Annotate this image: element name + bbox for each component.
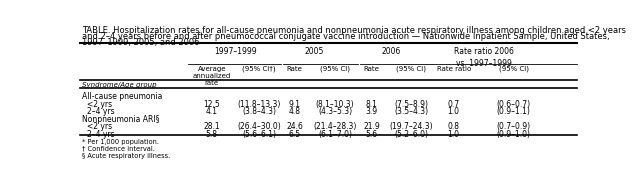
Text: (3.8–4.3): (3.8–4.3)	[242, 107, 276, 116]
Text: <2 yrs: <2 yrs	[87, 100, 112, 109]
Text: (7.5–8.9): (7.5–8.9)	[394, 100, 428, 109]
Text: (95% CI): (95% CI)	[499, 66, 529, 72]
Text: 24.6: 24.6	[287, 122, 303, 131]
Text: (8.1–10.3): (8.1–10.3)	[315, 100, 354, 109]
Text: 1997–1999: 1997–1999	[214, 47, 256, 56]
Text: (4.3–5.3): (4.3–5.3)	[318, 107, 352, 116]
Text: Rate: Rate	[364, 66, 379, 72]
Text: (11.8–13.3): (11.8–13.3)	[237, 100, 281, 109]
Text: 5.6: 5.6	[365, 130, 378, 139]
Text: † Confidence interval.: † Confidence interval.	[82, 146, 155, 152]
Text: 12.5: 12.5	[203, 100, 220, 109]
Text: (95% CI): (95% CI)	[320, 66, 350, 72]
Text: * Per 1,000 population.: * Per 1,000 population.	[82, 139, 159, 145]
Text: Average
annualized
rate: Average annualized rate	[193, 66, 231, 86]
Text: Rate ratio: Rate ratio	[437, 66, 471, 72]
Text: (95% CI): (95% CI)	[397, 66, 426, 72]
Text: Rate: Rate	[287, 66, 303, 72]
Text: (21.4–28.3): (21.4–28.3)	[313, 122, 356, 131]
Text: (26.4–30.0): (26.4–30.0)	[237, 122, 281, 131]
Text: 6.5: 6.5	[288, 130, 301, 139]
Text: Syndrome/Age group: Syndrome/Age group	[82, 82, 157, 88]
Text: TABLE. Hospitalization rates for all-cause pneumonia and nonpneumonia acute resp: TABLE. Hospitalization rates for all-cau…	[82, 26, 626, 35]
Text: (5.2–6.0): (5.2–6.0)	[394, 130, 428, 139]
Text: 4.8: 4.8	[288, 107, 301, 116]
Text: 8.1: 8.1	[366, 100, 378, 109]
Text: 4.1: 4.1	[206, 107, 218, 116]
Text: 3.9: 3.9	[365, 107, 378, 116]
Text: 5.8: 5.8	[206, 130, 218, 139]
Text: 0.7: 0.7	[447, 100, 460, 109]
Text: 2006: 2006	[382, 47, 401, 56]
Text: 21.9: 21.9	[363, 122, 380, 131]
Text: (95% CI†): (95% CI†)	[242, 66, 276, 72]
Text: 2005: 2005	[305, 47, 324, 56]
Text: (3.5–4.3): (3.5–4.3)	[394, 107, 429, 116]
Text: 1997–1999, 2005, and 2006: 1997–1999, 2005, and 2006	[82, 38, 199, 47]
Text: (5.6–6.1): (5.6–6.1)	[242, 130, 276, 139]
Text: and 2–4 years before and after pneumococcal conjugate vaccine introduction — Nat: and 2–4 years before and after pneumococ…	[82, 32, 610, 41]
Text: Rate ratio 2006
vs. 1997–1999: Rate ratio 2006 vs. 1997–1999	[454, 47, 513, 67]
Text: 28.1: 28.1	[203, 122, 220, 131]
Text: 9.1: 9.1	[288, 100, 301, 109]
Text: 1.0: 1.0	[447, 130, 460, 139]
Text: 1.0: 1.0	[447, 107, 460, 116]
Text: All-cause pneumonia: All-cause pneumonia	[82, 92, 162, 101]
Text: 2–4 yrs: 2–4 yrs	[87, 107, 115, 116]
Text: 2–4 yrs: 2–4 yrs	[87, 130, 115, 139]
Text: § Acute respiratory illness.: § Acute respiratory illness.	[82, 152, 171, 159]
Text: (6.1–7.0): (6.1–7.0)	[318, 130, 352, 139]
Text: (0.6–0.7): (0.6–0.7)	[497, 100, 531, 109]
Text: (0.9–1.0): (0.9–1.0)	[497, 130, 531, 139]
Text: <2 yrs: <2 yrs	[87, 122, 112, 131]
Text: 0.8: 0.8	[447, 122, 460, 131]
Text: Nonpneumonia ARI§: Nonpneumonia ARI§	[82, 115, 160, 124]
Text: (19.7–24.3): (19.7–24.3)	[390, 122, 433, 131]
Text: (0.7–0.9): (0.7–0.9)	[497, 122, 531, 131]
Text: (0.9–1.1): (0.9–1.1)	[497, 107, 531, 116]
